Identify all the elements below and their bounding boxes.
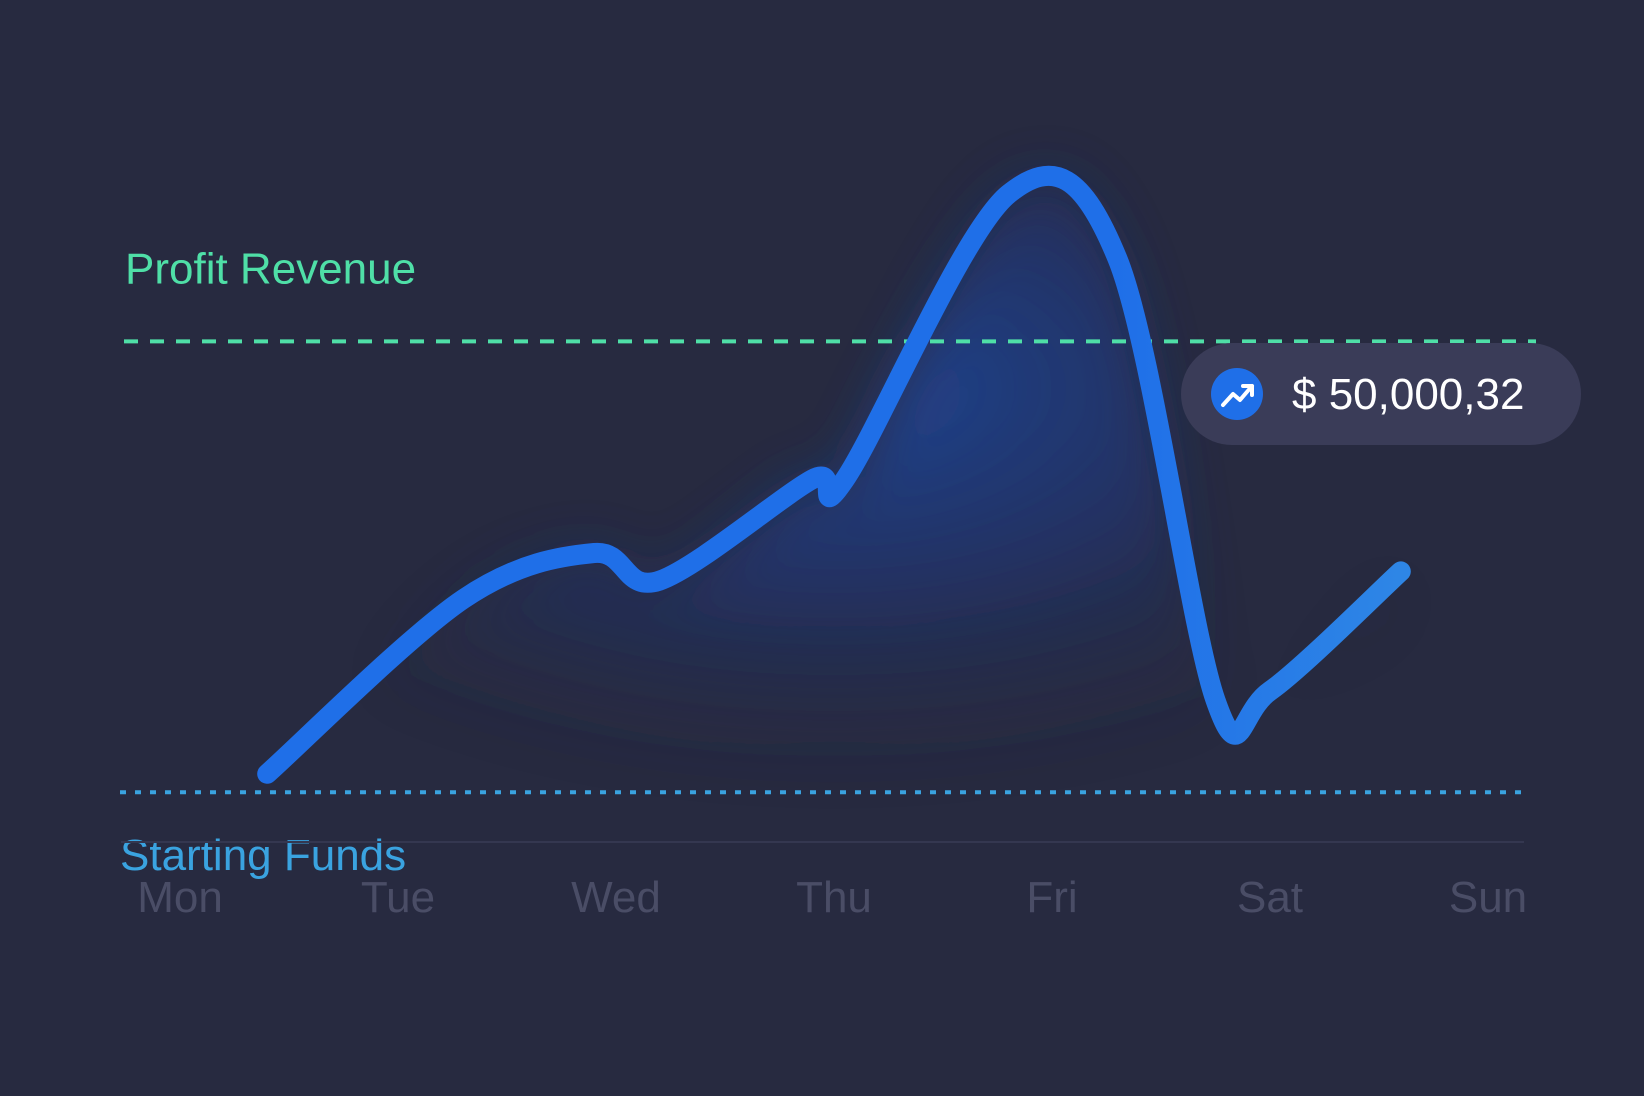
x-tick-label: Sun [1449, 873, 1527, 922]
series-line [257, 165, 1411, 784]
x-tick-label: Wed [571, 873, 661, 922]
x-axis-labels: Mon Tue Wed Thu Fri Sat Sun [137, 873, 1527, 922]
x-tick-label: Sat [1237, 873, 1303, 922]
profit-revenue-label: Profit Revenue [125, 244, 416, 293]
x-tick-label: Mon [137, 873, 223, 922]
tooltip-value: $ 50,000,32 [1292, 370, 1524, 419]
tooltip-background [1181, 343, 1581, 445]
trending-up-arrow [1221, 384, 1254, 407]
trending-up-icon [1211, 368, 1263, 420]
x-tick-label: Tue [361, 873, 435, 922]
x-tick-label: Fri [1026, 873, 1077, 922]
area-fill [267, 175, 1401, 783]
starting-funds-label: Starting Funds [120, 831, 406, 880]
trending-up-arrowhead [1241, 384, 1254, 397]
x-tick-label: Thu [796, 873, 872, 922]
value-tooltip[interactable]: $ 50,000,32 [1181, 343, 1581, 445]
